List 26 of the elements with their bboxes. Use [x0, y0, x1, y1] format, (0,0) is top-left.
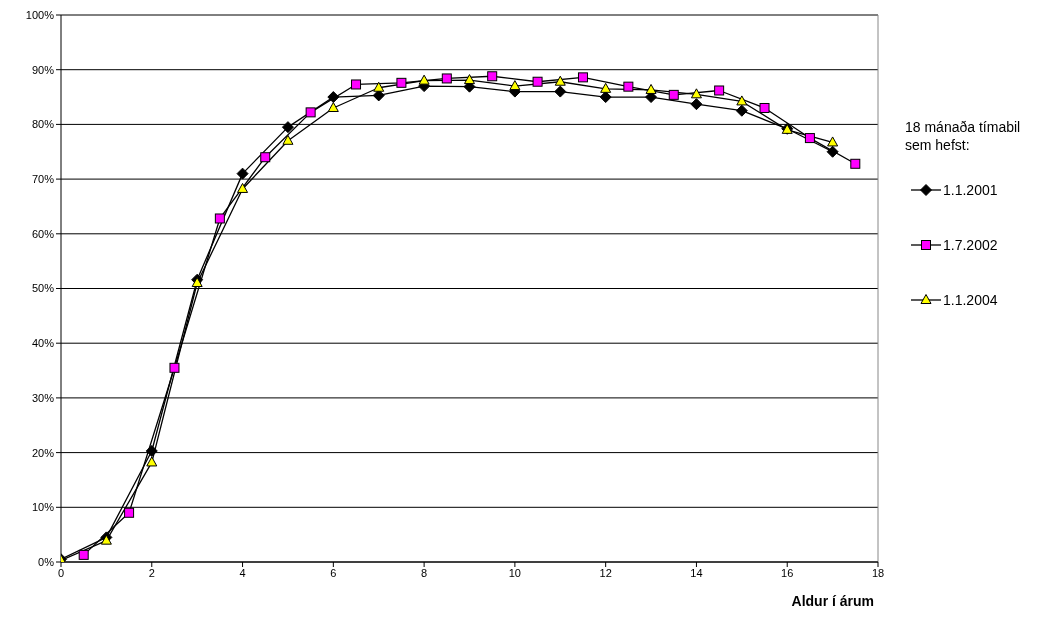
- legend-label: 1.7.2002: [943, 237, 998, 253]
- y-tick-label: 20%: [31, 446, 55, 459]
- x-tick-label: 4: [239, 566, 246, 579]
- y-tick-label: 70%: [31, 173, 55, 186]
- x-tick-label: 0: [57, 566, 65, 579]
- x-tick-label: 14: [690, 566, 703, 579]
- legend-label: 1.1.2001: [943, 182, 998, 198]
- y-tick-label: 50%: [31, 282, 55, 295]
- y-tick-label: 40%: [31, 337, 55, 350]
- x-tick-label: 2: [148, 566, 155, 579]
- legend-title: 18 mánaða tímabil sem hefst:: [905, 118, 1022, 154]
- legend-label: 1.1.2004: [943, 292, 998, 308]
- x-tick-label: 12: [599, 566, 612, 579]
- x-tick-label: 16: [781, 566, 794, 579]
- y-tick-label: 60%: [31, 227, 55, 240]
- y-tick-label: 10%: [31, 501, 55, 514]
- y-tick-label: 90%: [31, 63, 55, 76]
- y-tick-label: 0%: [38, 555, 55, 568]
- y-tick-label: 80%: [31, 118, 55, 131]
- x-axis-title: Aldur í árum: [791, 593, 874, 609]
- y-tick-label: 100%: [25, 8, 55, 21]
- y-tick-label: 30%: [31, 391, 55, 404]
- x-tick-label: 6: [330, 566, 337, 579]
- x-tick-label: 10: [508, 566, 522, 579]
- x-tick-label: 8: [421, 566, 428, 579]
- x-tick-label: 18: [871, 566, 885, 579]
